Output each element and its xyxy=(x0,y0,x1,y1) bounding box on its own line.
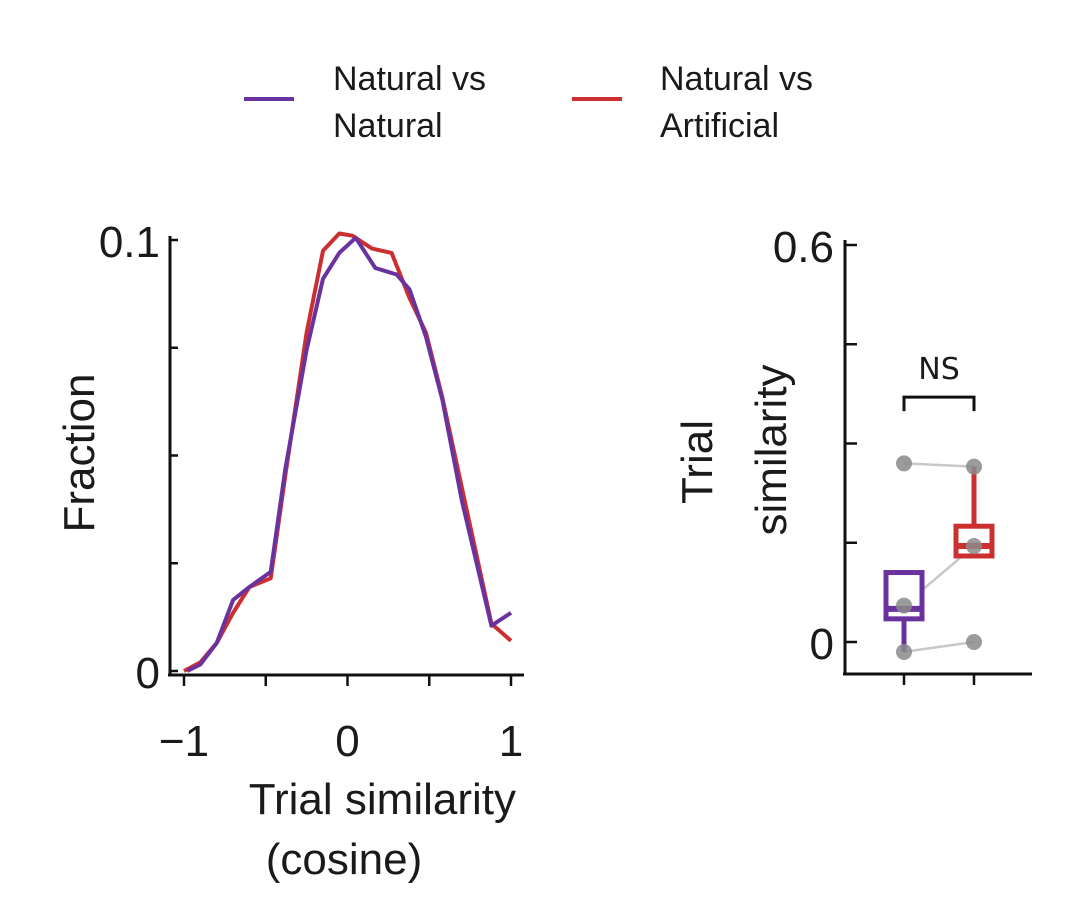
right-ylabel-line2: similarity xyxy=(747,364,796,535)
legend-label-artificial-line2: Artificial xyxy=(660,107,779,145)
data-point-1-2 xyxy=(966,634,982,650)
legend-label-natural-line2: Natural xyxy=(333,107,443,145)
left-series-lines xyxy=(183,231,513,673)
left-xlabel-line2: (cosine) xyxy=(266,835,423,884)
right-chart-box: 00.6 NS Trial similarity xyxy=(673,223,1032,685)
box-plots xyxy=(883,466,995,652)
left-ylabel: Fraction xyxy=(55,374,104,533)
right-y-tick-label-0: 0 xyxy=(810,620,834,669)
left-tick-marks xyxy=(170,238,513,686)
data-point-0-0 xyxy=(896,455,912,472)
left-xlabel-line1: Trial similarity xyxy=(249,775,516,824)
right-ylabel-line1: Trial xyxy=(673,420,722,504)
paired-line-0 xyxy=(903,462,975,468)
legend-entry-artificial: Natural vs Artificial xyxy=(572,60,813,145)
data-point-0-2 xyxy=(896,643,912,660)
data-point-0-1 xyxy=(896,597,912,614)
series-line-natural xyxy=(186,235,513,673)
significance-bracket-line xyxy=(902,395,976,412)
legend-label-artificial-line1: Natural vs xyxy=(660,60,813,98)
data-points xyxy=(896,455,982,660)
legend: Natural vs Natural Natural vs Artificial xyxy=(244,60,813,145)
left-tick-labels: −1 0 1 0 0.1 xyxy=(99,218,523,766)
left-x-tick-label-1: 0 xyxy=(335,717,359,766)
data-point-1-0 xyxy=(966,458,982,475)
legend-label-natural-line1: Natural vs xyxy=(333,60,486,98)
left-chart-line: −1 0 1 0 0.1 Trial similarity (cosine) Fract… xyxy=(55,218,524,884)
left-y-tick-label-0: 0 xyxy=(136,649,160,698)
right-y-tick-label-1: 0.6 xyxy=(773,223,834,272)
paired-line-2 xyxy=(903,640,975,654)
right-tick-marks xyxy=(845,243,976,685)
left-y-tick-label-1: 0.1 xyxy=(99,218,160,267)
significance-bracket: NS xyxy=(902,352,976,412)
legend-entry-natural: Natural vs Natural xyxy=(244,60,486,145)
right-tick-labels: 00.6 xyxy=(773,223,834,669)
data-point-1-1 xyxy=(966,538,982,555)
right-axes xyxy=(843,240,1032,676)
significance-label: NS xyxy=(918,352,959,387)
left-x-tick-label-2: 1 xyxy=(499,717,523,766)
left-axes xyxy=(168,236,524,677)
left-x-tick-label-0: −1 xyxy=(159,717,209,766)
